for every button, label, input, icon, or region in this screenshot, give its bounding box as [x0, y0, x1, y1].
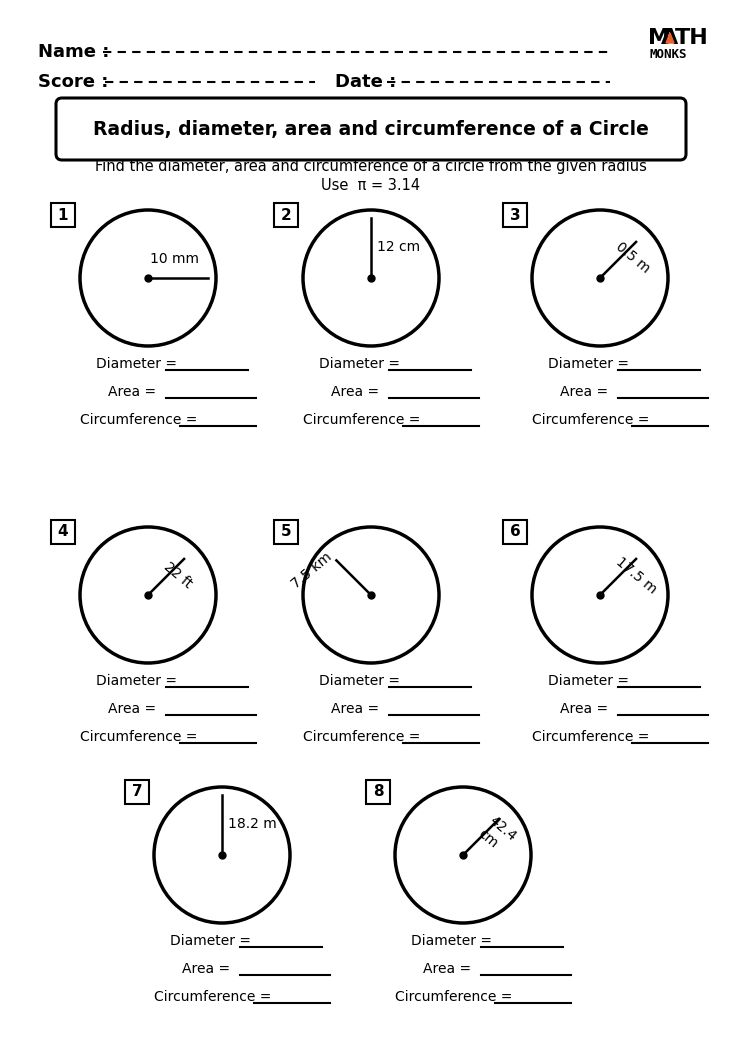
- FancyBboxPatch shape: [274, 520, 298, 544]
- Text: 4: 4: [58, 525, 68, 540]
- Text: Area =: Area =: [182, 962, 230, 977]
- Text: Radius, diameter, area and circumference of a Circle: Radius, diameter, area and circumference…: [93, 121, 649, 140]
- Text: 1: 1: [58, 208, 68, 223]
- Text: TH: TH: [675, 28, 709, 48]
- Text: Name :: Name :: [38, 43, 109, 61]
- Polygon shape: [666, 33, 674, 43]
- Text: Area =: Area =: [331, 385, 379, 399]
- Text: 2: 2: [280, 208, 292, 223]
- Text: Circumference =: Circumference =: [303, 413, 421, 427]
- Text: Area =: Area =: [331, 702, 379, 716]
- Text: Circumference =: Circumference =: [154, 990, 272, 1004]
- FancyBboxPatch shape: [503, 520, 527, 544]
- Text: Circumference =: Circumference =: [80, 730, 197, 744]
- FancyBboxPatch shape: [51, 520, 75, 544]
- FancyBboxPatch shape: [56, 98, 686, 160]
- Text: Find the diameter, area and circumference of a circle from the given radius: Find the diameter, area and circumferenc…: [95, 159, 647, 173]
- Text: Circumference =: Circumference =: [532, 730, 649, 744]
- Text: 22 ft: 22 ft: [160, 560, 194, 591]
- Text: M: M: [648, 28, 670, 48]
- Text: Circumference =: Circumference =: [303, 730, 421, 744]
- Text: 8: 8: [372, 784, 384, 799]
- Text: Diameter =: Diameter =: [96, 674, 177, 688]
- Text: 42.4
cm: 42.4 cm: [476, 814, 519, 857]
- Text: Date :: Date :: [335, 74, 396, 91]
- Text: 12 cm: 12 cm: [377, 240, 420, 254]
- Text: 5: 5: [280, 525, 292, 540]
- FancyBboxPatch shape: [274, 203, 298, 227]
- FancyBboxPatch shape: [366, 780, 390, 804]
- Text: 6: 6: [510, 525, 520, 540]
- Text: Diameter =: Diameter =: [411, 934, 492, 948]
- Text: Use  π = 3.14: Use π = 3.14: [321, 177, 421, 192]
- Text: 17.5 m: 17.5 m: [613, 554, 659, 596]
- Text: 18.2 m: 18.2 m: [228, 817, 277, 832]
- Text: Area =: Area =: [560, 702, 608, 716]
- Text: 7: 7: [131, 784, 142, 799]
- Text: 10 mm: 10 mm: [150, 252, 199, 266]
- Text: Circumference =: Circumference =: [80, 413, 197, 427]
- Text: MONKS: MONKS: [649, 48, 686, 62]
- Text: 7.5 km: 7.5 km: [289, 550, 335, 591]
- FancyBboxPatch shape: [503, 203, 527, 227]
- Text: Area =: Area =: [560, 385, 608, 399]
- Text: Diameter =: Diameter =: [548, 674, 629, 688]
- Text: Circumference =: Circumference =: [395, 990, 513, 1004]
- Text: Area =: Area =: [108, 385, 156, 399]
- Text: 0.5 m: 0.5 m: [613, 240, 652, 276]
- Text: Diameter =: Diameter =: [319, 357, 400, 371]
- Text: Diameter =: Diameter =: [170, 934, 251, 948]
- Text: A: A: [661, 28, 678, 48]
- Text: Circumference =: Circumference =: [532, 413, 649, 427]
- Text: Diameter =: Diameter =: [96, 357, 177, 371]
- Text: Score :: Score :: [38, 74, 108, 91]
- Text: Diameter =: Diameter =: [548, 357, 629, 371]
- Text: Diameter =: Diameter =: [319, 674, 400, 688]
- FancyBboxPatch shape: [51, 203, 75, 227]
- Text: Area =: Area =: [423, 962, 471, 977]
- Text: Area =: Area =: [108, 702, 156, 716]
- Text: 3: 3: [510, 208, 520, 223]
- FancyBboxPatch shape: [125, 780, 149, 804]
